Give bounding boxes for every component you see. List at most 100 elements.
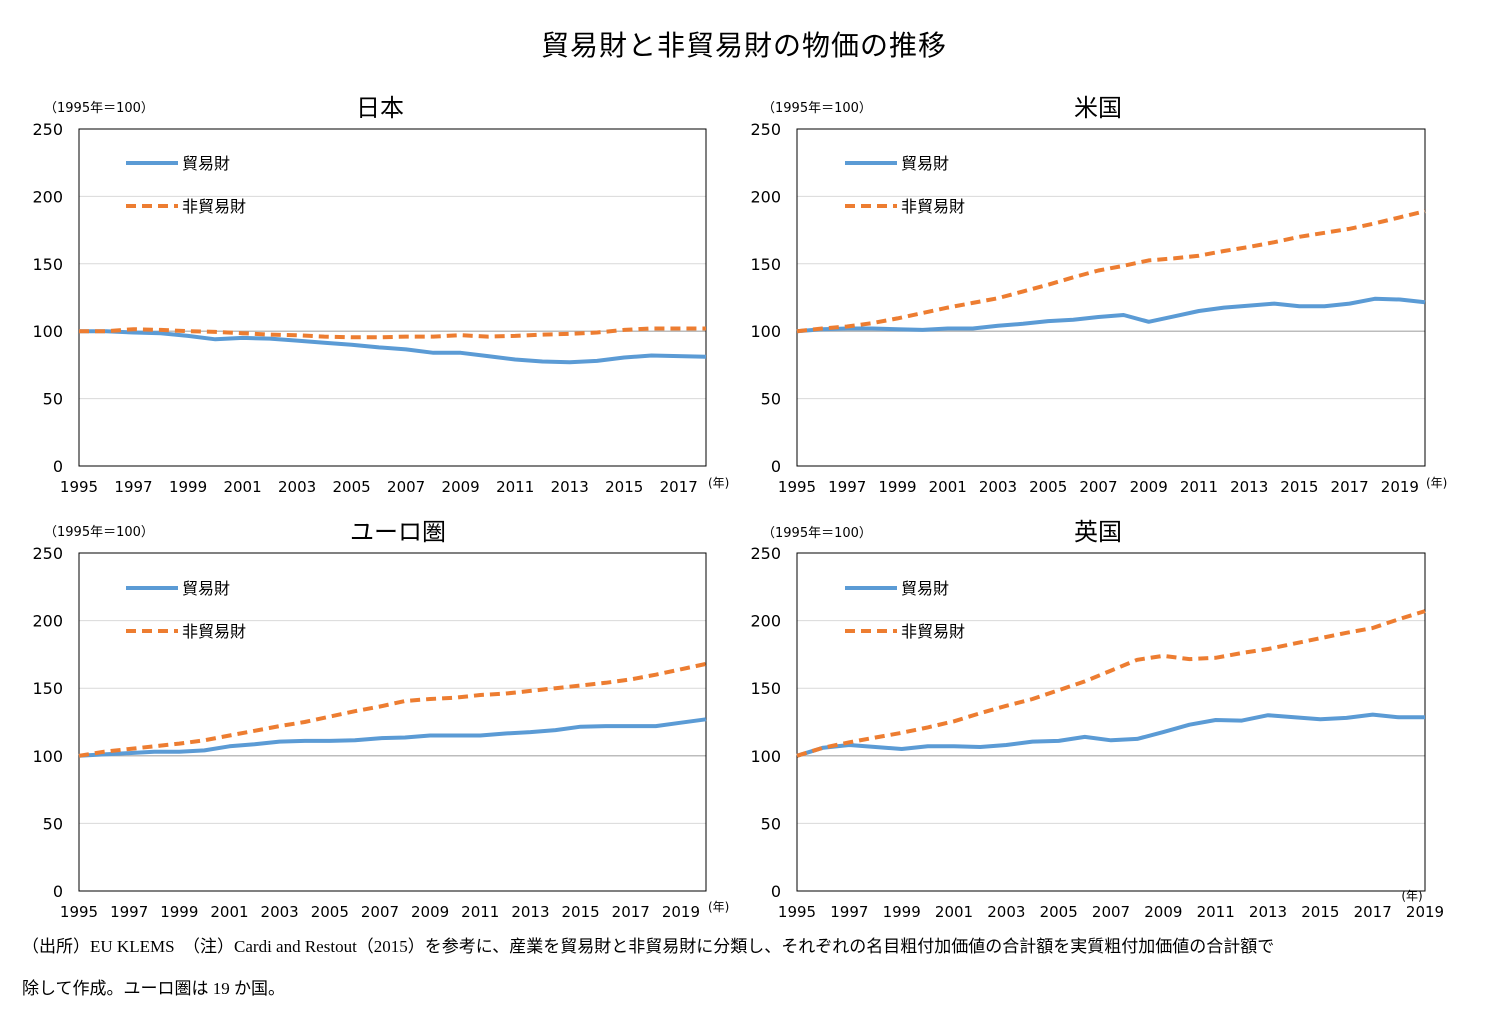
y-tick-label: 100 <box>32 747 63 766</box>
page-title: 貿易財と非貿易財の物価の推移 <box>540 29 947 62</box>
y-tick-label: 200 <box>750 187 781 206</box>
chart-uk: 英国 （1995年＝100） 0 50 100 150 200 250 1995 1997 1999… <box>750 518 1444 921</box>
y-tick-label: 150 <box>32 679 63 698</box>
x-tick-label: 2003 <box>979 478 1017 496</box>
y-tick-label: 250 <box>750 120 781 139</box>
x-tick-label: 1995 <box>60 903 98 921</box>
x-tick-label: 2011 <box>496 478 534 496</box>
legend-label-traded: 貿易財 <box>182 579 230 598</box>
unit-label: （1995年＝100） <box>44 525 154 540</box>
y-tick-label: 150 <box>32 255 63 274</box>
x-tick-label: 2005 <box>311 903 349 921</box>
x-tick-label: 2013 <box>511 903 549 921</box>
y-tick-label: 0 <box>53 457 63 476</box>
x-tick-label: 2009 <box>411 903 449 921</box>
legend-label-nontraded: 非貿易財 <box>182 622 246 641</box>
y-tick-label: 50 <box>761 814 781 833</box>
x-tick-label: 2015 <box>562 903 600 921</box>
x-tick-label: 2009 <box>442 478 480 496</box>
chart-japan: 日本 （1995年＝100） 0 50 100 150 200 250 1995 1997 1999… <box>32 94 729 496</box>
x-tick-label: 2009 <box>1144 903 1182 921</box>
series-line-traded <box>78 717 707 758</box>
x-tick-label: 2015 <box>1301 903 1339 921</box>
y-tick-label: 150 <box>750 255 781 274</box>
y-tick-label: 150 <box>750 679 781 698</box>
legend-label-traded: 貿易財 <box>901 579 949 598</box>
x-tick-label: 2009 <box>1130 478 1168 496</box>
x-tick-label: 2003 <box>987 903 1025 921</box>
source-note-continued: 除して作成。ユーロ圏は 19 か国。 <box>22 979 285 998</box>
legend-label-nontraded: 非貿易財 <box>901 197 965 216</box>
x-tick-label: 1999 <box>160 903 198 921</box>
legend-label-traded: 貿易財 <box>901 154 949 173</box>
x-tick-label: 2011 <box>1197 903 1235 921</box>
y-tick-label: 50 <box>43 390 63 409</box>
x-tick-label: 2013 <box>1230 478 1268 496</box>
y-tick-label: 0 <box>53 882 63 901</box>
series-line-traded <box>79 329 707 365</box>
x-tick-label: 1997 <box>828 478 866 496</box>
x-tick-label: 1997 <box>830 903 868 921</box>
y-tick-label: 200 <box>750 612 781 631</box>
y-tick-label: 200 <box>32 612 63 631</box>
legend-label-nontraded: 非貿易財 <box>901 622 965 641</box>
x-tick-label: 2019 <box>662 903 700 921</box>
x-tick-label: 2017 <box>1354 903 1392 921</box>
chart-title: 英国 <box>1074 518 1122 546</box>
x-tick-label: 2013 <box>551 478 589 496</box>
y-tick-label: 50 <box>761 390 781 409</box>
year-unit-label: (年) <box>1401 889 1422 903</box>
x-tick-label: 2007 <box>361 903 399 921</box>
x-tick-label: 2001 <box>935 903 973 921</box>
x-tick-label: 2001 <box>223 478 261 496</box>
x-tick-label: 1999 <box>883 903 921 921</box>
y-tick-label: 250 <box>32 544 63 563</box>
plot-frame <box>796 552 1426 892</box>
x-tick-label: 2003 <box>278 478 316 496</box>
year-unit-label: (年) <box>708 476 729 490</box>
x-tick-label: 2017 <box>612 903 650 921</box>
y-tick-label: 200 <box>32 187 63 206</box>
y-tick-label: 0 <box>771 882 781 901</box>
x-tick-label: 2005 <box>333 478 371 496</box>
chart-eurozone: ユーロ圏 （1995年＝100） 0 50 100 150 200 250 1995 1997 19… <box>32 518 729 921</box>
x-tick-label: 2007 <box>1092 903 1130 921</box>
legend-label-traded: 貿易財 <box>182 154 230 173</box>
x-tick-label: 1995 <box>778 478 816 496</box>
x-tick-label: 2005 <box>1040 903 1078 921</box>
x-tick-label: 2001 <box>210 903 248 921</box>
x-tick-label: 2017 <box>1331 478 1369 496</box>
plot-frame <box>78 552 707 892</box>
y-tick-label: 100 <box>750 322 781 341</box>
chart-title: 日本 <box>356 94 404 122</box>
x-tick-label: 2019 <box>1381 478 1419 496</box>
x-tick-label: 1995 <box>60 478 98 496</box>
y-tick-label: 100 <box>750 747 781 766</box>
legend-label-nontraded: 非貿易財 <box>182 197 246 216</box>
y-tick-label: 50 <box>43 814 63 833</box>
series-line-traded <box>796 712 1425 758</box>
chart-us: 米国 （1995年＝100） 0 50 100 150 200 250 1995 1997 1999… <box>750 94 1447 496</box>
x-tick-label: 2001 <box>929 478 967 496</box>
x-tick-label: 2017 <box>660 478 698 496</box>
unit-label: （1995年＝100） <box>762 526 872 541</box>
chart-title: ユーロ圏 <box>350 518 446 546</box>
plot-frame <box>78 128 707 467</box>
x-tick-label: 1995 <box>778 903 816 921</box>
x-tick-label: 2015 <box>605 478 643 496</box>
unit-label: （1995年＝100） <box>762 101 872 116</box>
series-line-nontraded <box>78 661 707 758</box>
x-tick-label: 1997 <box>114 478 152 496</box>
x-tick-label: 2007 <box>387 478 425 496</box>
year-unit-label: (年) <box>708 900 729 914</box>
y-tick-label: 100 <box>32 322 63 341</box>
x-tick-label: 2011 <box>461 903 499 921</box>
x-tick-label: 2011 <box>1180 478 1218 496</box>
x-tick-label: 2015 <box>1280 478 1318 496</box>
x-tick-label: 2005 <box>1029 478 1067 496</box>
